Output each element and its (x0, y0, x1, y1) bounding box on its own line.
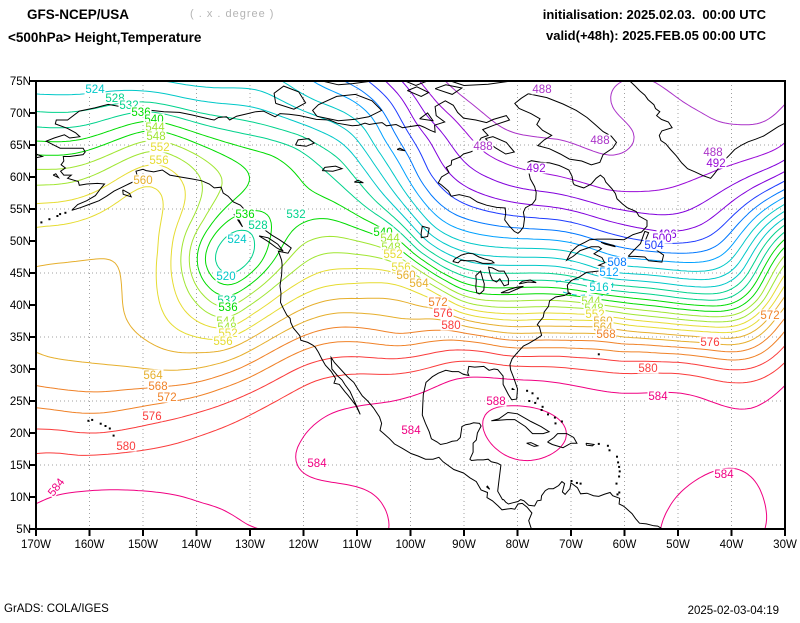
svg-text:524: 524 (227, 234, 247, 246)
svg-text:568: 568 (148, 381, 167, 393)
svg-text:15N: 15N (10, 460, 31, 472)
svg-text:150W: 150W (128, 539, 158, 551)
svg-text:65N: 65N (10, 140, 31, 152)
svg-text:25N: 25N (10, 396, 31, 408)
svg-text:492: 492 (526, 163, 545, 175)
svg-text:60N: 60N (10, 172, 31, 184)
svg-text:70N: 70N (10, 108, 31, 120)
svg-text:488: 488 (532, 84, 551, 96)
svg-text:30N: 30N (10, 364, 31, 376)
svg-text:508: 508 (607, 257, 626, 269)
svg-text:568: 568 (596, 329, 615, 341)
svg-text:120W: 120W (288, 539, 318, 551)
svg-text:140W: 140W (181, 539, 211, 551)
svg-text:580: 580 (638, 363, 657, 375)
svg-text:536: 536 (235, 209, 254, 221)
svg-text:40N: 40N (10, 300, 31, 312)
svg-text:552: 552 (383, 249, 402, 261)
svg-text:560: 560 (133, 175, 152, 187)
svg-text:584: 584 (401, 425, 421, 437)
svg-text:80W: 80W (506, 539, 530, 551)
svg-text:GFS-NCEP/USA: GFS-NCEP/USA (27, 7, 129, 22)
svg-text:572: 572 (428, 297, 447, 309)
svg-text:( . x . degree ): ( . x . degree ) (190, 8, 274, 20)
svg-text:536: 536 (218, 302, 237, 314)
svg-text:576: 576 (700, 337, 719, 349)
svg-text:588: 588 (486, 396, 505, 408)
svg-text:20N: 20N (10, 428, 31, 440)
svg-text:572: 572 (760, 310, 779, 322)
svg-text:516: 516 (589, 282, 608, 294)
svg-text:572: 572 (157, 392, 176, 404)
svg-text:524: 524 (85, 84, 105, 96)
svg-text:548: 548 (146, 131, 165, 143)
svg-text:160W: 160W (74, 539, 104, 551)
svg-text:556: 556 (213, 336, 232, 348)
svg-text:170W: 170W (21, 539, 51, 551)
svg-text:GrADS: COLA/IGES: GrADS: COLA/IGES (4, 603, 109, 615)
svg-text:2025-02-03-04:19: 2025-02-03-04:19 (688, 605, 779, 617)
svg-text:488: 488 (473, 141, 492, 153)
svg-text:488: 488 (703, 147, 722, 159)
svg-text:5N: 5N (16, 524, 31, 536)
svg-text:580: 580 (116, 441, 135, 453)
svg-text:492: 492 (706, 158, 725, 170)
svg-text:70W: 70W (559, 539, 583, 551)
svg-text:100W: 100W (395, 539, 425, 551)
svg-text:504: 504 (644, 240, 664, 252)
svg-text:35N: 35N (10, 332, 31, 344)
svg-text:552: 552 (150, 142, 169, 154)
svg-text:512: 512 (599, 267, 618, 279)
svg-text:580: 580 (441, 320, 460, 332)
svg-text:50N: 50N (10, 236, 31, 248)
svg-text:532: 532 (286, 209, 305, 221)
svg-text:576: 576 (433, 308, 452, 320)
svg-text:520: 520 (216, 271, 235, 283)
svg-text:30W: 30W (773, 539, 797, 551)
svg-text:initialisation: 2025.02.03. 0: initialisation: 2025.02.03. 00:00 UTC (543, 7, 767, 22)
svg-text:584: 584 (307, 458, 327, 470)
svg-text:584: 584 (648, 391, 668, 403)
svg-text:130W: 130W (235, 539, 265, 551)
svg-text:576: 576 (142, 411, 161, 423)
svg-text:488: 488 (590, 135, 609, 147)
svg-text:60W: 60W (613, 539, 637, 551)
svg-text:<500hPa> Height,Temperature: <500hPa> Height,Temperature (8, 30, 202, 45)
svg-text:564: 564 (409, 278, 429, 290)
svg-text:55N: 55N (10, 204, 31, 216)
svg-text:556: 556 (149, 155, 168, 167)
svg-text:valid(+48h): 2025.FEB.05 00:00: valid(+48h): 2025.FEB.05 00:00 UTC (546, 28, 767, 43)
svg-text:10N: 10N (10, 492, 31, 504)
svg-text:110W: 110W (342, 539, 371, 551)
svg-text:528: 528 (248, 220, 267, 232)
svg-text:50W: 50W (666, 539, 690, 551)
svg-text:40W: 40W (720, 539, 744, 551)
svg-text:564: 564 (143, 370, 163, 382)
svg-text:584: 584 (714, 469, 734, 481)
svg-text:75N: 75N (10, 76, 31, 88)
svg-text:90W: 90W (452, 539, 476, 551)
svg-text:45N: 45N (10, 268, 31, 280)
